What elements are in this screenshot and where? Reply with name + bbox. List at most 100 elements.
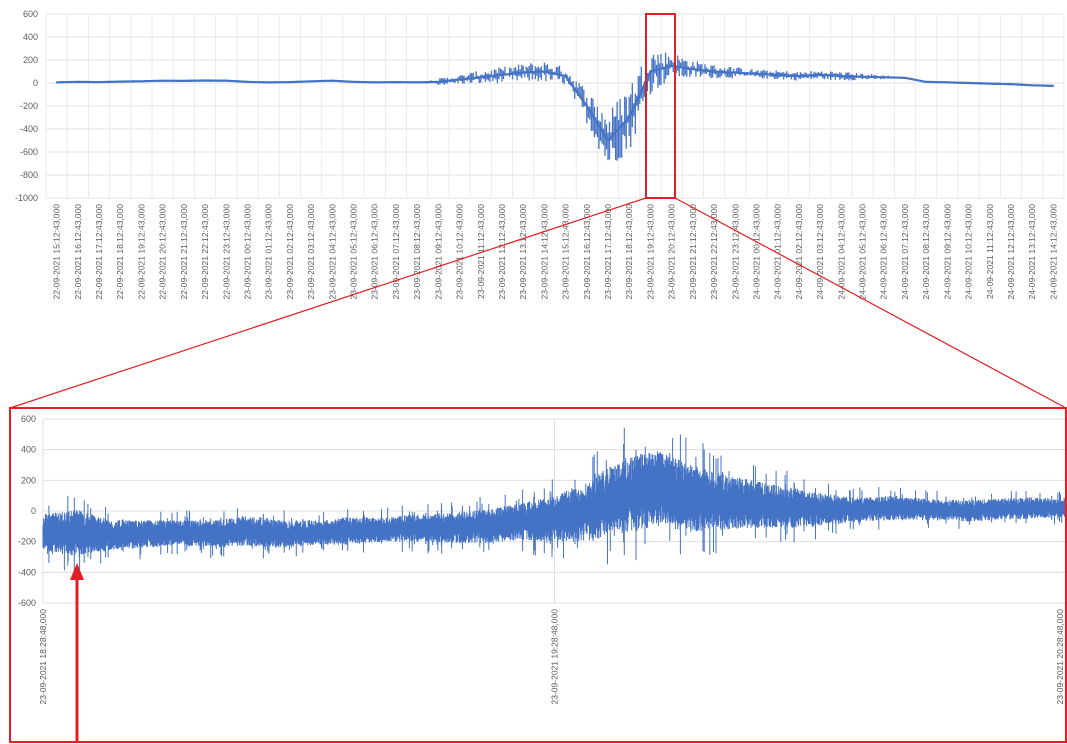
data-point <box>140 80 143 83</box>
data-point <box>988 82 991 85</box>
x-tick-label: 22-09-2021 17:12:43,000 <box>94 204 104 300</box>
x-tick-label: 24-09-2021 06:12:43,000 <box>879 204 889 300</box>
x-tick-label: 23-09-2021 10:12:43,000 <box>455 204 465 300</box>
data-point <box>894 507 897 509</box>
x-tick-label: 23-09-2021 06:12:43,000 <box>370 204 380 300</box>
data-point <box>826 508 829 511</box>
x-tick-label: 22-09-2021 19:12:43,000 <box>136 204 146 300</box>
data-point <box>315 531 317 534</box>
bottom-chart-gridlines <box>42 418 1067 604</box>
data-point <box>1052 85 1055 87</box>
top-chart-highlight <box>645 13 676 199</box>
y-tick-label: 0 <box>33 78 38 88</box>
x-tick-label: 23-09-2021 01:12:43,000 <box>264 204 274 300</box>
data-point <box>349 530 351 532</box>
x-tick-label: 23-09-2021 11:12:43,000 <box>476 204 486 299</box>
x-tick-label: 22-09-2021 20:12:43,000 <box>158 204 168 300</box>
data-point <box>840 75 843 77</box>
data-point <box>178 531 181 534</box>
data-point <box>267 81 270 84</box>
x-tick-label: 24-09-2021 03:12:43,000 <box>815 204 825 300</box>
x-tick-label: 23-09-2021 13:12:43,000 <box>518 204 528 300</box>
data-point <box>225 79 228 82</box>
data-point <box>946 81 949 84</box>
y-tick-label: -600 <box>18 598 36 608</box>
data-point <box>246 530 249 532</box>
data-point <box>119 80 122 83</box>
connector-left <box>9 197 647 409</box>
x-tick-label: 23-09-2021 14:12:43,000 <box>539 204 549 300</box>
data-point <box>458 78 461 81</box>
data-point <box>98 81 100 83</box>
x-tick-label: 24-09-2021 07:12:43,000 <box>900 204 910 300</box>
x-tick-label: 23-09-2021 20:12:43,000 <box>667 204 677 300</box>
x-tick-label: 23-09-2021 05:12:43,000 <box>349 204 359 300</box>
data-point <box>373 81 376 84</box>
data-point <box>607 139 609 142</box>
x-tick-label: 23-09-2021 12:12:43,000 <box>497 204 507 300</box>
x-tick-label: 23-09-2021 21:12:43,000 <box>688 204 698 300</box>
x-tick-label: 24-09-2021 08:12:43,000 <box>921 204 931 300</box>
x-tick-label: 23-09-2021 04:12:43,000 <box>327 204 337 300</box>
data-point <box>755 73 758 75</box>
data-point <box>289 81 291 83</box>
data-point <box>479 76 482 79</box>
data-point <box>501 74 503 76</box>
data-point <box>416 81 418 84</box>
data-point <box>670 64 673 67</box>
data-point <box>437 81 440 83</box>
data-point <box>776 74 779 76</box>
data-point <box>485 525 488 528</box>
x-tick-label: 23-09-2021 16:12:43,000 <box>582 204 592 300</box>
data-point <box>792 507 794 509</box>
data-point <box>564 75 567 77</box>
data-point <box>331 79 334 82</box>
data-point <box>904 77 906 79</box>
data-point <box>204 79 206 82</box>
connector-right <box>674 197 1067 409</box>
data-point <box>161 79 164 82</box>
bottom-chart-y-axis: 600 400 200 0 -200 -400 -600 <box>18 414 36 608</box>
data-point <box>690 497 692 500</box>
x-tick-label: 24-09-2021 11:12:43,000 <box>985 204 995 299</box>
data-point <box>144 533 147 535</box>
x-tick-label: 24-09-2021 12:12:43,000 <box>1006 204 1016 300</box>
y-tick-label: 0 <box>31 506 36 516</box>
x-tick-label: 23-09-2021 19:12:43,000 <box>645 204 655 300</box>
data-point <box>383 528 385 531</box>
y-tick-label: 400 <box>21 445 36 455</box>
data-point <box>621 494 624 497</box>
data-point <box>628 116 631 119</box>
data-point <box>519 520 522 523</box>
x-tick-label: 22-09-2021 23:12:43,000 <box>221 204 231 300</box>
data-point <box>692 68 694 70</box>
bottom-chart-frame <box>9 407 1067 743</box>
x-tick-label: 24-09-2021 14:12:43,000 <box>1048 204 1058 300</box>
series-line <box>56 64 1054 142</box>
x-tick-label: 23-09-2021 18:28:48,000 <box>38 609 48 705</box>
x-tick-label: 23-09-2021 23:12:43,000 <box>730 204 740 300</box>
data-point <box>395 81 397 83</box>
x-tick-label: 24-09-2021 05:12:43,000 <box>858 204 868 300</box>
data-point <box>997 508 999 511</box>
data-point <box>280 533 283 535</box>
x-tick-label: 23-09-2021 09:12:43,000 <box>433 204 443 300</box>
x-tick-label: 24-09-2021 02:12:43,000 <box>794 204 804 300</box>
top-chart-series <box>55 52 1055 161</box>
data-point <box>656 487 658 489</box>
data-point <box>860 508 863 511</box>
x-tick-label: 24-09-2021 13:12:43,000 <box>1027 204 1037 300</box>
arrow-head <box>70 563 84 580</box>
data-point <box>246 81 249 83</box>
data-point <box>734 71 737 74</box>
data-point <box>212 533 215 535</box>
data-point <box>819 74 821 76</box>
top-chart-gridlines <box>45 13 1065 199</box>
x-tick-label: 22-09-2021 22:12:43,000 <box>200 204 210 300</box>
data-point <box>417 527 419 529</box>
y-tick-label: 200 <box>21 475 36 485</box>
bottom-chart-x-axis: 23-09-2021 18:28:48,000 23-09-2021 19:28:… <box>38 609 1065 705</box>
y-tick-label: -400 <box>20 124 38 134</box>
data-point <box>962 510 965 512</box>
